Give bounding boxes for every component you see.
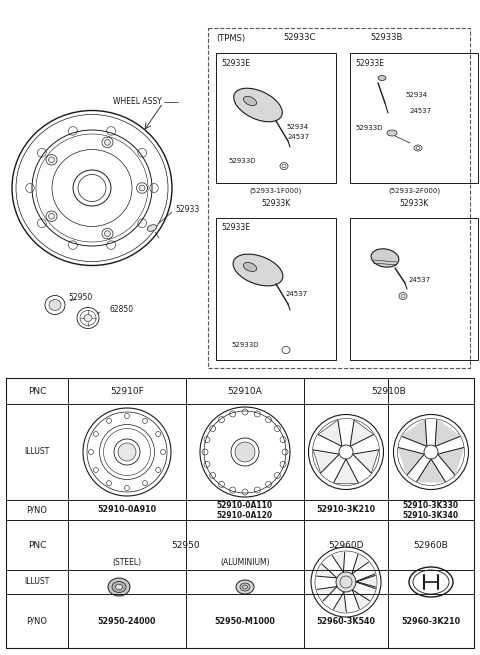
Text: 52960D: 52960D (328, 540, 364, 550)
Text: 52933B: 52933B (370, 33, 402, 43)
Ellipse shape (240, 583, 250, 591)
Text: (52933-2F000): (52933-2F000) (388, 188, 440, 195)
Ellipse shape (336, 572, 356, 592)
Bar (350, 53, 478, 183)
Text: 24537: 24537 (410, 108, 432, 114)
Polygon shape (417, 459, 445, 481)
Text: 52950-M1000: 52950-M1000 (215, 616, 276, 626)
Ellipse shape (48, 214, 55, 219)
Text: ILLUST: ILLUST (24, 447, 49, 457)
Polygon shape (435, 419, 460, 446)
Text: 52950: 52950 (68, 293, 92, 303)
Text: 24537: 24537 (288, 134, 310, 140)
Polygon shape (398, 447, 424, 475)
Polygon shape (317, 586, 337, 601)
Text: ILLUST: ILLUST (24, 578, 49, 586)
Text: 52933D: 52933D (228, 158, 255, 164)
Ellipse shape (139, 185, 145, 191)
Text: 52933C: 52933C (283, 33, 315, 43)
Polygon shape (402, 419, 427, 446)
Polygon shape (318, 420, 342, 446)
Text: 52933K: 52933K (399, 198, 429, 208)
Ellipse shape (234, 88, 282, 122)
Polygon shape (352, 555, 369, 574)
Text: WHEEL ASSY: WHEEL ASSY (113, 98, 162, 107)
Ellipse shape (49, 299, 61, 310)
Text: 52910-0A120: 52910-0A120 (217, 510, 273, 519)
Text: 24537: 24537 (286, 291, 308, 297)
Text: 52933E: 52933E (221, 58, 250, 67)
Text: 52910F: 52910F (110, 386, 144, 396)
Polygon shape (350, 420, 374, 446)
Text: (STEEL): (STEEL) (112, 557, 142, 567)
Text: 62850: 62850 (110, 305, 134, 314)
Ellipse shape (116, 584, 122, 590)
Ellipse shape (243, 263, 257, 271)
Text: 52933: 52933 (175, 206, 199, 214)
Ellipse shape (105, 231, 110, 236)
Polygon shape (334, 459, 358, 483)
Text: (ALUMINIUM): (ALUMINIUM) (220, 557, 270, 567)
Polygon shape (352, 590, 370, 609)
Ellipse shape (48, 157, 55, 162)
Ellipse shape (233, 254, 283, 286)
Text: 52910-0A110: 52910-0A110 (217, 500, 273, 510)
Ellipse shape (371, 249, 399, 267)
Polygon shape (317, 564, 337, 578)
Text: PNC: PNC (28, 540, 46, 550)
Ellipse shape (236, 580, 254, 594)
Ellipse shape (235, 442, 255, 462)
Text: 52910A: 52910A (228, 386, 263, 396)
Text: (52933-1F000): (52933-1F000) (250, 188, 302, 195)
Text: 52910-3K340: 52910-3K340 (403, 510, 459, 519)
Polygon shape (332, 552, 345, 572)
Ellipse shape (84, 314, 92, 322)
Text: 52950-24000: 52950-24000 (98, 616, 156, 626)
Polygon shape (356, 574, 375, 587)
Bar (208, 28, 470, 368)
Text: 52960-3K540: 52960-3K540 (316, 616, 375, 626)
Polygon shape (356, 576, 375, 589)
Bar (6, 378, 474, 648)
Text: 52933D: 52933D (231, 342, 259, 348)
Bar (216, 218, 336, 360)
Ellipse shape (112, 582, 126, 593)
Text: (TPMS): (TPMS) (216, 33, 245, 43)
Text: 52933K: 52933K (262, 198, 290, 208)
Polygon shape (353, 450, 379, 473)
Text: 52910B: 52910B (372, 386, 407, 396)
Text: PNC: PNC (28, 386, 46, 396)
Ellipse shape (387, 130, 397, 136)
Text: 24537: 24537 (409, 277, 431, 283)
Text: 52960B: 52960B (414, 540, 448, 550)
Text: 52950: 52950 (172, 540, 200, 550)
Ellipse shape (243, 96, 257, 105)
Text: 52910-0A910: 52910-0A910 (97, 506, 156, 514)
Polygon shape (313, 450, 339, 473)
Ellipse shape (108, 578, 130, 596)
Polygon shape (334, 591, 346, 612)
Text: 52933D: 52933D (355, 125, 383, 131)
Text: 52910-3K210: 52910-3K210 (316, 506, 375, 514)
Text: 52934: 52934 (286, 124, 308, 130)
Ellipse shape (378, 75, 386, 81)
Text: 52933E: 52933E (355, 58, 384, 67)
Text: 52934: 52934 (405, 92, 427, 98)
Text: P/NO: P/NO (26, 506, 48, 514)
Ellipse shape (147, 225, 157, 231)
Bar (216, 53, 336, 183)
Text: P/NO: P/NO (26, 616, 48, 626)
Ellipse shape (105, 140, 110, 145)
Polygon shape (438, 447, 464, 475)
Text: 52960-3K210: 52960-3K210 (401, 616, 461, 626)
Bar (350, 218, 478, 360)
Text: 52910-3K330: 52910-3K330 (403, 500, 459, 510)
Text: 52933E: 52933E (221, 223, 250, 233)
Ellipse shape (118, 443, 136, 461)
